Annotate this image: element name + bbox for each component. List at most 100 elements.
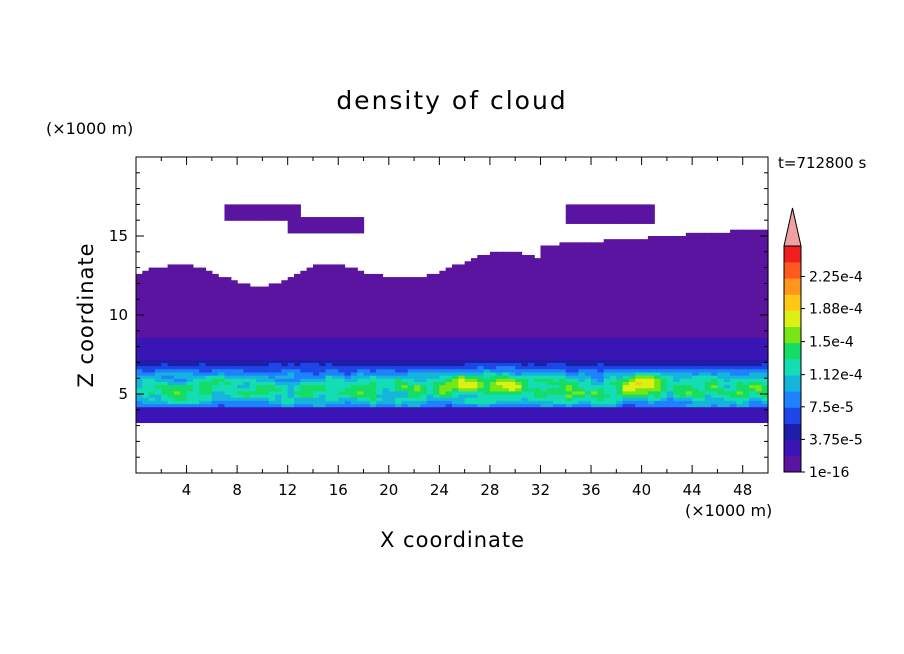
field-cell — [470, 296, 478, 300]
field-cell — [192, 381, 200, 386]
field-cell — [426, 289, 434, 294]
field-cell — [641, 330, 649, 335]
field-cell — [350, 305, 358, 310]
field-cell — [382, 330, 390, 335]
field-cell — [610, 359, 617, 363]
field-cell — [572, 318, 579, 322]
field-cell — [660, 267, 668, 272]
field-cell — [464, 400, 472, 405]
field-cell — [616, 308, 624, 313]
field-cell — [660, 321, 668, 326]
field-cell — [230, 324, 238, 329]
field-cell — [622, 352, 630, 357]
field-cell — [521, 296, 529, 300]
field-cell — [496, 340, 504, 345]
field-cell — [578, 286, 586, 291]
field-cell — [357, 397, 365, 401]
field-cell — [205, 273, 213, 278]
field-cell — [483, 359, 491, 363]
field-cell — [331, 387, 339, 392]
field-cell — [553, 292, 561, 297]
field-cell — [275, 204, 282, 209]
field-cell — [382, 409, 390, 414]
field-cell — [666, 236, 674, 240]
field-cell — [243, 340, 251, 345]
field-cell — [262, 289, 270, 294]
field-cell — [148, 375, 156, 379]
field-cell — [496, 349, 504, 354]
field-cell — [186, 406, 194, 411]
field-cell — [382, 308, 390, 313]
field-cell — [527, 406, 535, 411]
field-cell — [584, 397, 592, 401]
field-cell — [350, 412, 358, 417]
field-cell — [628, 245, 636, 250]
field-cell — [603, 267, 611, 272]
field-cell — [173, 327, 181, 332]
field-cell — [287, 352, 295, 357]
field-cell — [243, 384, 251, 389]
field-cell — [540, 375, 548, 379]
field-cell — [565, 359, 573, 363]
field-cell — [344, 359, 352, 363]
field-cell — [540, 371, 548, 376]
field-cell — [199, 330, 207, 335]
field-cell — [489, 352, 497, 357]
field-cell — [641, 207, 649, 212]
field-cell — [603, 330, 611, 335]
field-cell — [704, 286, 712, 291]
field-cell — [679, 375, 687, 379]
field-cell — [502, 394, 510, 398]
field-cell — [180, 343, 188, 348]
field-cell — [173, 305, 181, 310]
field-cell — [224, 381, 232, 386]
field-cell — [338, 356, 346, 360]
field-cell — [224, 394, 232, 398]
field-cell — [167, 381, 175, 386]
field-cell — [622, 327, 630, 332]
field-cell — [508, 296, 516, 300]
field-cell — [199, 419, 207, 424]
field-cell — [704, 308, 712, 313]
field-cell — [591, 289, 598, 294]
field-cell — [578, 210, 586, 215]
field-cell — [673, 397, 681, 401]
field-cell — [167, 359, 175, 363]
field-cell — [502, 346, 510, 351]
field-cell — [647, 378, 655, 382]
field-cell — [502, 349, 510, 354]
field-cell — [647, 296, 655, 300]
field-cell — [167, 280, 175, 284]
field-cell — [698, 270, 706, 275]
field-cell — [300, 403, 308, 408]
field-cell — [154, 296, 162, 300]
field-cell — [553, 368, 561, 373]
field-cell — [243, 283, 251, 288]
field-cell — [610, 280, 617, 284]
field-cell — [603, 346, 611, 351]
field-cell — [610, 340, 617, 345]
field-cell — [154, 337, 162, 341]
field-cell — [553, 264, 561, 269]
field-cell — [603, 327, 611, 332]
field-cell — [249, 311, 257, 316]
field-cell — [331, 340, 339, 345]
field-cell — [597, 333, 605, 338]
field-cell — [559, 337, 567, 341]
field-cell — [452, 416, 459, 420]
field-cell — [256, 368, 263, 373]
field-cell — [161, 330, 169, 335]
field-cell — [679, 406, 687, 411]
field-cell — [597, 419, 605, 424]
field-cell — [433, 280, 440, 284]
field-cell — [673, 289, 681, 294]
field-cell — [628, 397, 636, 401]
field-cell — [704, 302, 712, 307]
field-cell — [382, 302, 390, 307]
field-cell — [357, 308, 365, 313]
field-cell — [635, 365, 643, 370]
field-cell — [180, 416, 188, 420]
field-cell — [483, 406, 491, 411]
field-cell — [401, 308, 409, 313]
field-cell — [597, 264, 605, 269]
